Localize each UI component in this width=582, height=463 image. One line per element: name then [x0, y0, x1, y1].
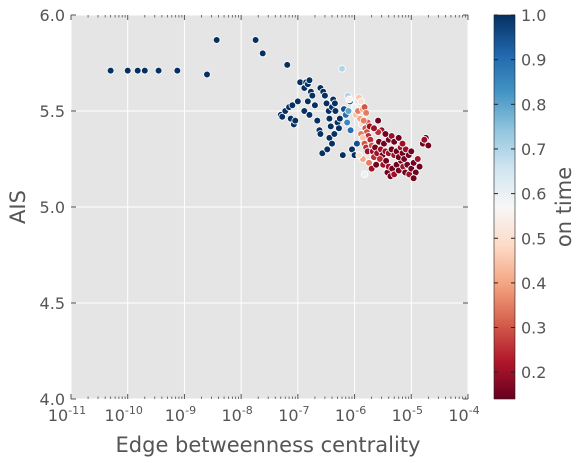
x-tick-label: 10-10 — [105, 404, 143, 425]
data-point — [331, 107, 340, 115]
data-point — [106, 66, 115, 75]
data-point — [330, 130, 339, 138]
y-tick-label: 5.0 — [40, 198, 65, 217]
y-tick-label: 4.5 — [40, 294, 65, 313]
data-point — [338, 64, 346, 73]
data-point — [370, 124, 378, 133]
data-point — [345, 95, 354, 104]
data-point — [328, 139, 336, 148]
data-point — [311, 101, 319, 110]
data-point — [258, 49, 267, 58]
data-point — [288, 101, 297, 110]
colorbar-tick-label: 0.8 — [521, 95, 546, 114]
data-point — [335, 124, 343, 133]
data-point — [398, 139, 407, 148]
data-point — [140, 66, 149, 75]
data-point — [323, 145, 332, 154]
colorbar-tick-label: 0.2 — [521, 363, 546, 382]
data-point — [344, 107, 353, 115]
data-point — [313, 116, 322, 125]
data-point — [203, 70, 211, 79]
data-point — [212, 36, 221, 44]
data-point — [318, 149, 327, 158]
data-point — [338, 151, 347, 159]
data-point — [353, 139, 361, 148]
data-point — [278, 112, 287, 121]
data-point — [360, 170, 369, 179]
x-tick-label: 10-6 — [335, 404, 366, 425]
data-point — [359, 116, 368, 125]
data-point — [362, 109, 370, 117]
colorbar — [493, 14, 516, 400]
colorbar-tick-label: 0.9 — [521, 51, 546, 70]
y-tick-label: 6.0 — [40, 6, 65, 25]
data-point — [294, 97, 302, 106]
x-tick-label: 10-9 — [165, 404, 196, 425]
data-point — [424, 141, 433, 150]
data-point — [346, 126, 355, 134]
colorbar-tick-label: 0.3 — [521, 319, 546, 338]
colorbar-tick-label: 0.5 — [521, 229, 546, 248]
data-point — [123, 66, 132, 75]
data-point — [305, 111, 314, 119]
data-point — [381, 130, 390, 138]
data-point — [325, 114, 334, 123]
data-point — [357, 97, 365, 106]
data-point — [251, 36, 260, 44]
colorbar-tick-label: 0.7 — [521, 140, 546, 159]
data-point — [300, 107, 309, 115]
data-point — [133, 66, 142, 75]
colorbar-label: on time — [552, 167, 576, 247]
data-point — [283, 61, 292, 69]
x-axis-ticks: 10-11 10-10 10-9 10-8 10-7 10-6 10-5 10-4 — [48, 15, 480, 425]
data-point — [336, 114, 344, 123]
data-point — [374, 116, 382, 125]
data-point — [415, 162, 424, 171]
x-tick-label: 10-5 — [392, 404, 423, 425]
data-point — [291, 116, 300, 125]
x-axis-label: Edge betweenness centrality — [116, 433, 421, 457]
y-axis-label: AIS — [6, 190, 30, 224]
data-point — [420, 136, 429, 144]
data-point — [304, 97, 312, 106]
y-tick-label: 4.0 — [40, 390, 65, 409]
data-point — [394, 134, 403, 142]
x-tick-label: 10-7 — [278, 404, 309, 425]
x-tick-label: 10-8 — [221, 404, 252, 425]
y-axis-ticks: 4.0 4.5 5.0 5.5 6.0 — [40, 6, 468, 409]
data-point — [413, 155, 422, 163]
data-point — [173, 66, 182, 75]
data-point — [409, 174, 418, 183]
data-point — [326, 122, 335, 131]
colorbar-ticks: 0.2 0.3 0.4 0.5 0.6 0.7 0.8 0.9 1.0 — [494, 6, 546, 382]
colorbar-tick-label: 1.0 — [521, 6, 546, 25]
data-point — [355, 151, 363, 159]
data-point — [308, 91, 317, 100]
x-tick-label: 10-11 — [48, 404, 86, 425]
data-point — [407, 147, 416, 156]
data-point — [331, 99, 339, 108]
colorbar-tick-label: 0.6 — [521, 185, 546, 204]
data-point — [321, 91, 329, 100]
colorbar-tick-label: 0.4 — [521, 274, 546, 293]
scatter-points — [106, 36, 433, 183]
data-point — [343, 118, 351, 127]
data-point — [154, 66, 163, 75]
x-tick-label: 10-4 — [448, 404, 479, 425]
grid — [70, 14, 469, 400]
data-point — [305, 76, 314, 85]
data-point — [322, 99, 331, 108]
y-tick-label: 5.5 — [40, 102, 65, 121]
data-point — [316, 130, 325, 138]
